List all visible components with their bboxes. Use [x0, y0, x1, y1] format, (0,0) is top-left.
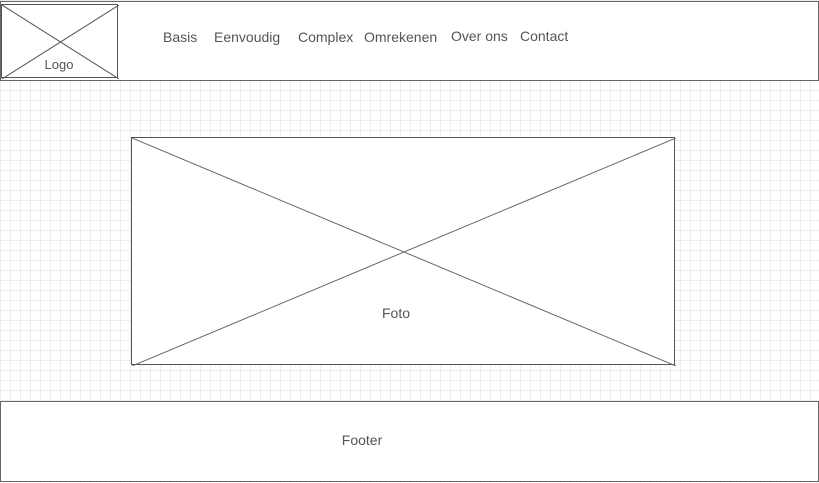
- nav-item-eenvoudig[interactable]: Eenvoudig: [214, 29, 281, 45]
- logo[interactable]: Logo: [1, 4, 119, 79]
- header: Logo Basis Eenvoudig Complex Omrekenen O…: [0, 1, 819, 81]
- nav-item-complex[interactable]: Complex: [298, 29, 354, 45]
- footer: Footer: [0, 401, 819, 482]
- nav-item-omrekenen[interactable]: Omrekenen: [364, 29, 438, 45]
- footer-label: Footer: [341, 432, 383, 448]
- nav-item-contact[interactable]: Contact: [520, 28, 569, 44]
- photo-placeholder: Foto: [131, 137, 676, 366]
- image-placeholder-icon: [2, 5, 119, 79]
- logo-label: Logo: [44, 57, 74, 72]
- image-placeholder-icon: [132, 138, 676, 366]
- nav-item-over-ons[interactable]: Over ons: [451, 28, 508, 44]
- nav-item-basis[interactable]: Basis: [163, 29, 198, 45]
- photo-label: Foto: [381, 305, 410, 321]
